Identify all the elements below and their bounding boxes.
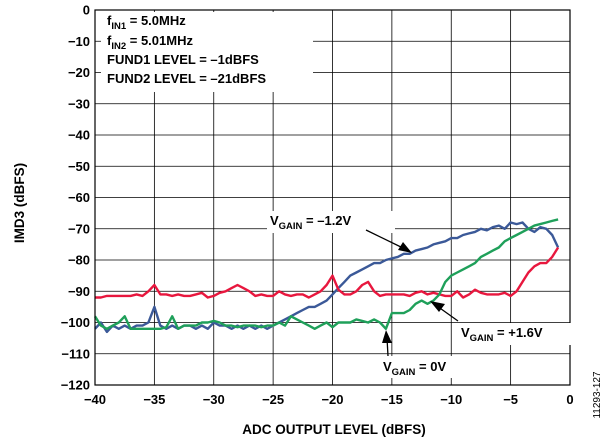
annotation-vgain-neg1p2: VGAIN = –1.2V [267,211,412,253]
annotation-label: VGAIN = +1.6V [461,325,543,344]
info-box: fIN1 = 5.0MHz fIN2 = 5.01MHz FUND1 LEVEL… [101,12,313,92]
info-line-fin1: fIN1 = 5.0MHz [107,13,186,32]
x-tick-label: −10 [440,392,462,407]
y-tick-label: −120 [61,378,90,393]
plot-frame [94,9,571,386]
series-vgain-pos1p6-line [95,246,560,299]
series-vgain-0v-line [93,218,559,330]
annotation-background [267,211,395,233]
annotation-label: VGAIN = –1.2V [270,213,352,232]
y-tick-label: −110 [61,346,90,361]
y-tick-labels: 0 −10 −20 −30 −40 −50 −60 −70 −80 −90 −100 −110 −120 [61,3,90,393]
annotation-arrow-line [365,229,406,250]
x-tick-label: −35 [143,392,165,407]
annotation-arrowhead [382,330,392,343]
x-tick-label: −15 [381,392,403,407]
y-tick-label: −70 [68,221,90,236]
info-line-fin2: fIN2 = 5.01MHz [107,33,193,52]
y-tick-label: −10 [68,34,90,49]
annotation-label: VGAIN = 0V [383,359,446,378]
y-tick-label: −60 [68,190,90,205]
annotation-background [380,356,476,378]
x-tick-label: 0 [566,392,573,407]
y-tick-label: −90 [68,284,90,299]
info-line-fund1: FUND1 LEVEL = –1dBFS [107,52,259,67]
x-tick-labels: −40 −35 −30 −25 −20 −15 −10 −5 0 [84,392,574,407]
x-tick-label: −25 [262,392,284,407]
x-tick-label: −40 [84,392,106,407]
y-tick-label: 0 [83,3,90,18]
y-axis-title: IMD3 (dBFS) [12,163,27,243]
y-tick-label: −80 [68,253,90,268]
x-axis-title: ADC OUTPUT LEVEL (dBFS) [242,422,426,437]
annotation-vgain-0v: VGAIN = 0V [380,330,476,378]
y-tick-label: −30 [68,96,90,111]
info-line-fund2: FUND2 LEVEL = –21dBFS [107,71,266,86]
figure-id: 11293-127 [592,371,603,419]
y-tick-label: −100 [61,315,90,330]
series-group [93,218,560,334]
annotation-arrowhead [398,242,412,253]
info-box-background [101,12,313,92]
series-vgain-neg1p2-line [94,221,560,334]
x-tick-label: −30 [203,392,225,407]
annotation-background [458,323,574,345]
y-tick-label: −20 [68,65,90,80]
annotation-vgain-pos1p6: VGAIN = +1.6V [430,301,574,345]
annotation-arrowhead [430,301,445,312]
x-tick-label: −5 [503,392,518,407]
y-tick-label: −40 [68,128,90,143]
y-tick-label: −50 [68,159,90,174]
x-tick-label: −20 [321,392,343,407]
